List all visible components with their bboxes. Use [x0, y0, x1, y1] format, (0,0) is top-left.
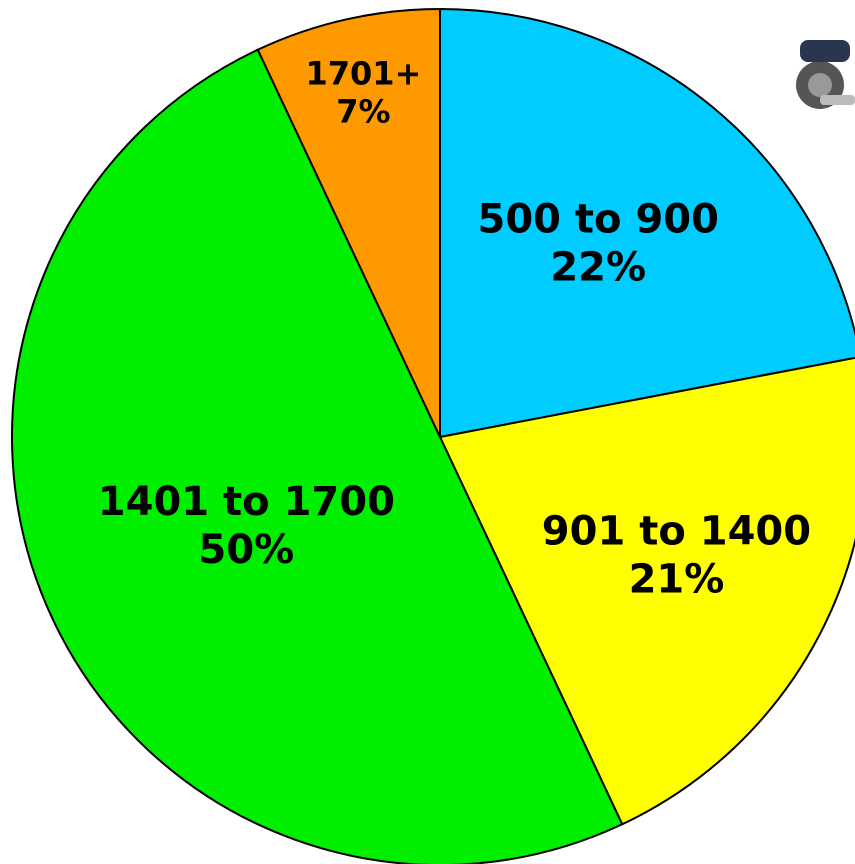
page: 500 to 90022% 901 to 140021% 1401 to 17005… — [0, 0, 855, 864]
slice-category-label: 500 to 900 — [478, 197, 719, 243]
slice-category-label: 1401 to 1700 — [98, 479, 395, 525]
slice-category-label: 1701+ — [306, 54, 422, 92]
slice-value-label: 7% — [336, 93, 390, 131]
slice-value-label: 21% — [629, 556, 725, 602]
pie — [12, 9, 855, 864]
slice-category-label: 901 to 1400 — [542, 508, 811, 554]
chart: 500 to 90022% 901 to 140021% 1401 to 17005… — [0, 0, 855, 864]
slice-value-label: 22% — [550, 245, 646, 291]
slice-value-label: 50% — [198, 527, 294, 573]
motorcycle-icon — [796, 40, 855, 109]
